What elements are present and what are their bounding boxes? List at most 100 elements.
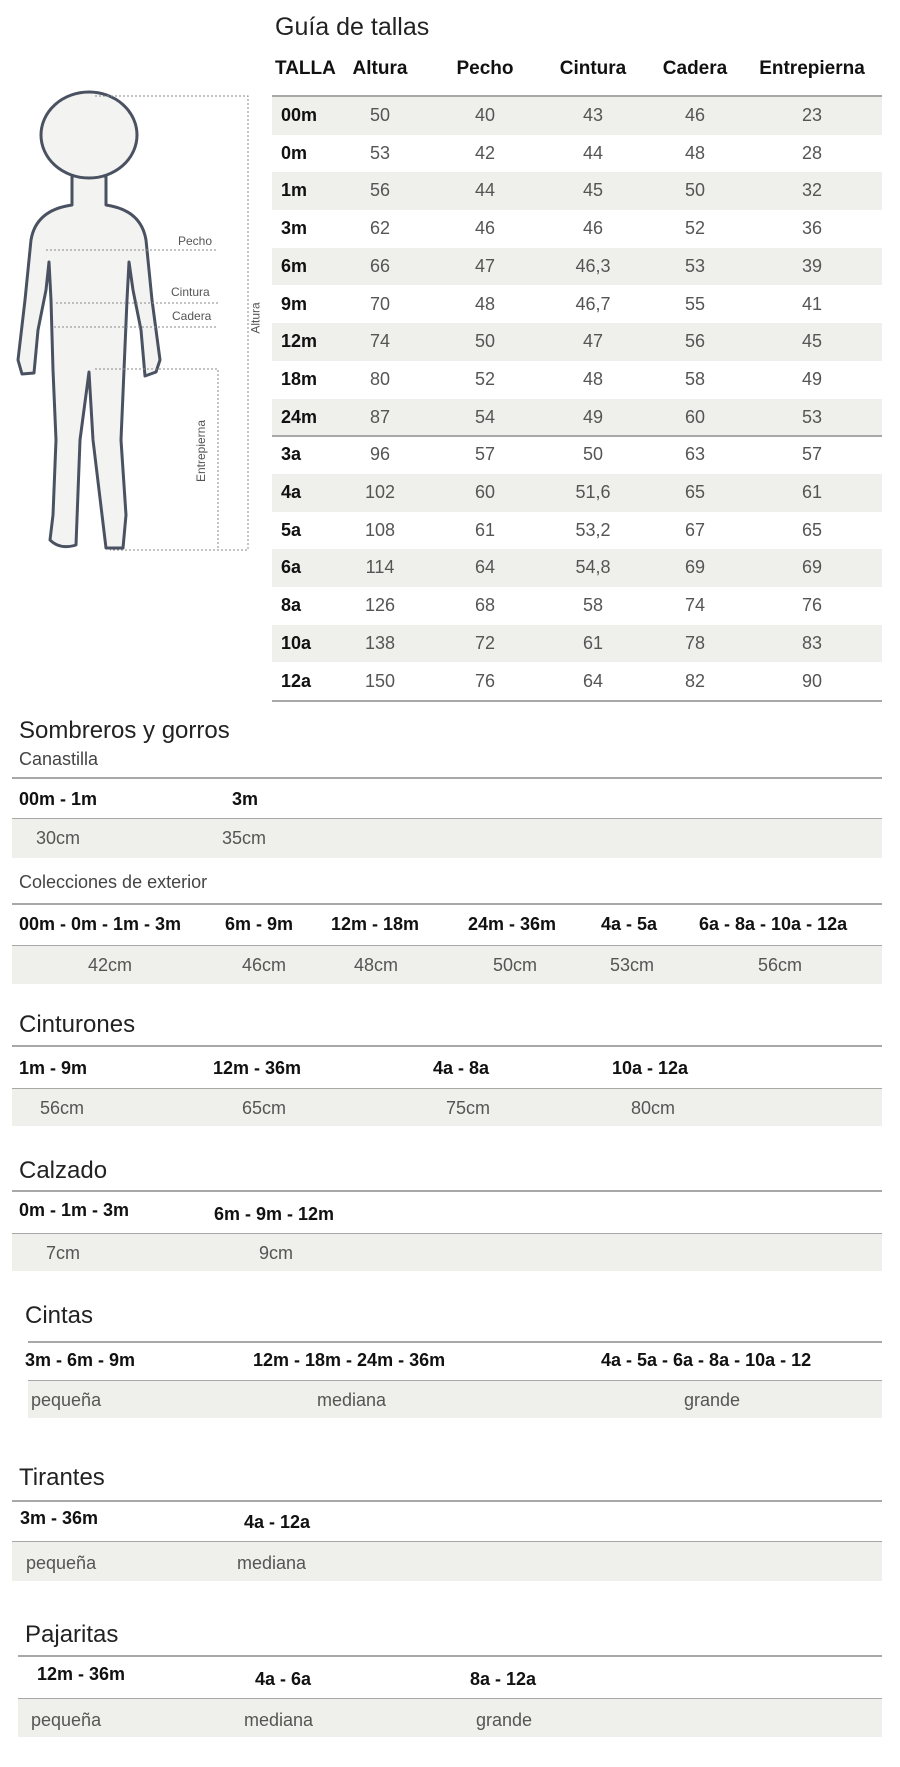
section-rule: [28, 1341, 882, 1343]
table-cell: 50: [582, 444, 604, 465]
shaded-row: [12, 1542, 882, 1581]
section-rule: [12, 1190, 882, 1192]
table-cell: 69: [684, 557, 706, 578]
size-range: 3m: [232, 789, 259, 809]
size-range: 24m - 36m: [468, 914, 557, 934]
shaded-row: [272, 97, 882, 135]
size-value: grande: [684, 1390, 741, 1410]
table-cell: 49: [801, 368, 823, 389]
shaded-row: [18, 1699, 882, 1737]
size-range: 3m - 6m - 9m: [25, 1350, 136, 1370]
section-title-calzado: Calzado: [19, 1157, 108, 1184]
table-mid-rule: [272, 435, 882, 438]
table-cell: 56: [369, 180, 391, 201]
shaded-row: [272, 549, 882, 588]
table-cell: 62: [369, 218, 391, 239]
table-cell: 39: [801, 255, 823, 276]
table-cell: 49: [582, 406, 604, 427]
size-label: 9m: [281, 293, 308, 314]
table-cell: 50: [474, 331, 496, 352]
table-cell: 53: [684, 255, 706, 276]
label-altura: Altura: [248, 302, 263, 334]
size-range: 3m - 36m: [20, 1508, 99, 1528]
table-cell: 52: [684, 218, 706, 239]
section-title-cinturones: Cinturones: [19, 1011, 136, 1038]
table-cell: 80: [369, 368, 391, 389]
table-cell: 50: [369, 105, 391, 125]
section-title-pajaritas: Pajaritas: [25, 1621, 119, 1648]
size-value: 7cm: [46, 1243, 81, 1263]
size-value: 75cm: [446, 1098, 491, 1118]
shaded-row: [272, 474, 882, 512]
table-cell: 43: [582, 105, 604, 125]
size-label: 00m: [281, 105, 318, 125]
table-cell: 65: [684, 482, 706, 502]
size-label: 3a: [281, 444, 302, 465]
section-subtitle: Colecciones de exterior: [19, 872, 208, 892]
size-range: 12m - 18m - 24m - 36m: [253, 1350, 446, 1370]
label-cintura: Cintura: [171, 285, 210, 299]
size-range: 4a - 12a: [244, 1512, 311, 1532]
section-rule: [12, 903, 882, 905]
table-cell: 53,2: [575, 519, 611, 540]
table-cell: 46,3: [575, 255, 611, 276]
table-cell: 60: [474, 482, 496, 502]
size-value: 80cm: [631, 1098, 676, 1118]
table-cell: 58: [582, 595, 604, 616]
table-cell: 44: [474, 180, 496, 201]
measurement-guides: [46, 95, 249, 551]
shaded-row: [272, 247, 882, 286]
size-range: 4a - 5a - 6a - 8a - 10a - 12: [601, 1350, 812, 1370]
shaded-row: [272, 323, 882, 361]
table-cell: 64: [474, 557, 496, 578]
table-cell: 54,8: [575, 557, 611, 578]
shaded-row: [272, 398, 882, 437]
table-cell: 58: [684, 368, 706, 389]
table-bottom-rule: [272, 700, 882, 703]
label-entrepierna: Entrepierna: [194, 419, 209, 483]
section-title-tirantes: Tirantes: [19, 1464, 105, 1491]
size-value: 53cm: [609, 955, 655, 975]
size-label: 10a: [281, 632, 312, 653]
table-cell: 51,6: [575, 482, 611, 502]
size-value: 56cm: [757, 955, 803, 975]
table-cell: 150: [364, 670, 396, 691]
child-measurement-figure: [16, 90, 249, 551]
size-label: 5a: [281, 519, 302, 540]
size-range: 4a - 8a: [433, 1058, 490, 1078]
table-cell: 70: [369, 293, 391, 314]
table-cell: 46: [582, 218, 604, 239]
column-header-altura: Altura: [352, 58, 408, 79]
size-label: 6a: [281, 557, 302, 578]
table-cell: 50: [684, 180, 706, 201]
size-range: 00m - 1m: [19, 789, 98, 809]
column-header-cintura: Cintura: [559, 58, 627, 79]
table-cell: 90: [801, 670, 823, 691]
table-cell: 48: [474, 293, 496, 314]
shaded-row: [272, 172, 882, 211]
column-header-pecho: Pecho: [456, 58, 514, 79]
size-range: 12m - 36m: [213, 1058, 302, 1078]
table-cell: 54: [474, 406, 496, 427]
table-cell: 76: [474, 670, 496, 691]
size-range: 12m - 36m: [37, 1664, 126, 1684]
table-cell: 46: [684, 105, 706, 125]
section-rule: [12, 1045, 882, 1047]
section-rule: [12, 777, 882, 779]
table-cell: 56: [684, 331, 706, 352]
shaded-row: [12, 946, 882, 984]
size-value: mediana: [244, 1710, 314, 1730]
table-cell: 45: [582, 180, 604, 201]
table-cell: 46: [474, 218, 496, 239]
size-value: 50cm: [492, 955, 538, 975]
size-range: 12m - 18m: [331, 914, 420, 934]
size-label: 1m: [281, 180, 308, 201]
table-cell: 48: [582, 368, 604, 389]
label-cadera: Cadera: [172, 309, 212, 323]
size-value: 65cm: [242, 1098, 287, 1118]
section-rule: [18, 1655, 882, 1657]
table-cell: 72: [474, 632, 496, 653]
table-cell: 41: [801, 293, 823, 314]
column-header-cadera: Cadera: [662, 58, 728, 79]
size-label: 4a: [281, 482, 302, 502]
